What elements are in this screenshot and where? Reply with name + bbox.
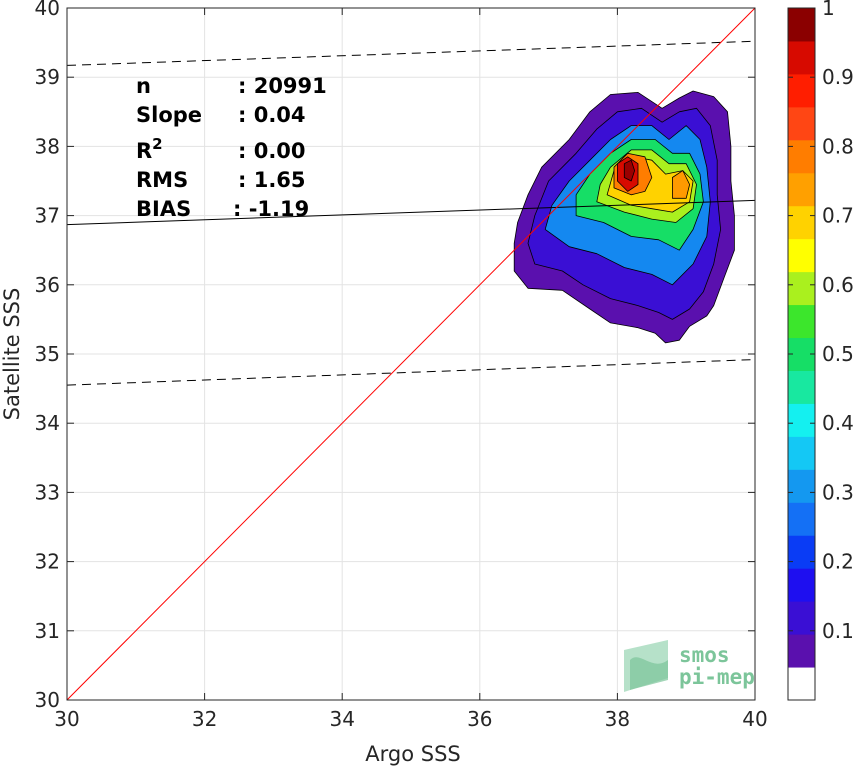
- colorbar-segment: [788, 370, 815, 404]
- stat-label-superscript: 2: [152, 135, 162, 153]
- colorbar-tick-label: 0.2: [822, 550, 854, 574]
- logo-line-2: pi-mep: [679, 665, 755, 689]
- y-tick-label: 31: [35, 619, 60, 643]
- y-tick-label: 38: [35, 134, 60, 158]
- x-tick-label: 38: [605, 707, 630, 731]
- colorbar-segment: [788, 271, 815, 306]
- colorbar-segment: [788, 139, 815, 174]
- y-tick-label: 34: [35, 411, 60, 435]
- stat-value: : 20991: [238, 74, 327, 98]
- stat-label: R2: [136, 135, 163, 163]
- colorbar-tick-label: 0.5: [822, 342, 854, 366]
- stat-label-text: R: [136, 139, 152, 163]
- stat-value: : 0.00: [238, 139, 306, 163]
- x-tick-label: 30: [54, 707, 79, 731]
- y-tick-label: 36: [35, 273, 60, 297]
- y-tick-label: 39: [35, 65, 60, 89]
- identity-line: [67, 8, 755, 700]
- colorbar-tick-label: 0.8: [822, 134, 854, 158]
- y-axis-label: Satellite SSS: [0, 288, 24, 421]
- stats-box: n : 20991 Slope : 0.04 R2 : 0.00 RMS : 1…: [136, 74, 327, 221]
- stat-value: : 1.65: [238, 168, 306, 192]
- x-axis-label: Argo SSS: [365, 742, 460, 766]
- x-tick-label: 34: [329, 707, 354, 731]
- x-tick-label: 40: [742, 707, 767, 731]
- colorbar-tick-label: 0.6: [822, 273, 854, 297]
- colorbar-segment: [788, 238, 815, 273]
- colorbar-segment: [788, 502, 815, 536]
- upper-bound-line: [67, 40, 755, 66]
- x-tick-label: 36: [467, 707, 492, 731]
- y-tick-label: 30: [35, 688, 60, 712]
- regression-line: [67, 199, 755, 226]
- colorbar-segment: [788, 535, 815, 569]
- colorbar-segment: [788, 403, 815, 437]
- colorbar-segment: [788, 304, 815, 339]
- colorbar-tick-label: 0.3: [822, 480, 854, 504]
- y-tick-label: 32: [35, 550, 60, 574]
- y-tick-label: 35: [35, 342, 60, 366]
- colorbar-tick-label: 0.4: [822, 411, 854, 435]
- reference-lines: [67, 8, 755, 700]
- colorbar-segment: [788, 106, 815, 141]
- colorbar-segment: [788, 205, 815, 240]
- colorbar-segment: [788, 568, 815, 602]
- stat-label: n: [136, 74, 151, 98]
- colorbar-segment: [788, 469, 815, 503]
- density-contour-0.8: [672, 170, 690, 199]
- smos-pimep-logo: smos pi-mep: [624, 640, 755, 692]
- y-tick-label: 37: [35, 204, 60, 228]
- density-contour-1: [623, 159, 635, 182]
- colorbar-segment: [788, 601, 815, 635]
- colorbar-segment: [788, 172, 815, 207]
- plot-area: [66, 7, 756, 701]
- stat-label: RMS: [136, 168, 188, 192]
- colorbar-tick-label: 0.9: [822, 65, 854, 89]
- logo-line-1: smos: [679, 643, 730, 667]
- colorbar-segment: [788, 634, 815, 668]
- y-tick-label: 33: [35, 480, 60, 504]
- x-tick-label: 32: [192, 707, 217, 731]
- density-contours: [513, 90, 735, 344]
- colorbar-tick-label: 0.1: [822, 619, 854, 643]
- colorbar-tick-label: 1: [822, 0, 835, 20]
- stat-label: BIAS: [136, 197, 191, 221]
- colorbar-segment: [788, 667, 815, 701]
- colorbar-segment: [788, 8, 815, 42]
- stat-value: : -1.19: [233, 197, 309, 221]
- logo-wave-graphic: [630, 657, 668, 690]
- stat-label: Slope: [136, 103, 202, 127]
- stat-value: : 0.04: [238, 103, 306, 127]
- axes: 30 32 34 36 38 40 30 31 32 33 34 35 36 37 38 39 40: [35, 0, 768, 731]
- colorbar: 0.1 0.2 0.3 0.4 0.5 0.6 0.7 0.8 0.9 1: [787, 0, 854, 701]
- colorbar-segment: [788, 40, 815, 75]
- colorbar-tick-label: 0.7: [822, 204, 854, 228]
- y-tick-label: 40: [35, 0, 60, 20]
- colorbar-segment: [788, 73, 815, 108]
- lower-bound-line: [67, 359, 755, 386]
- colorbar-segment: [788, 436, 815, 470]
